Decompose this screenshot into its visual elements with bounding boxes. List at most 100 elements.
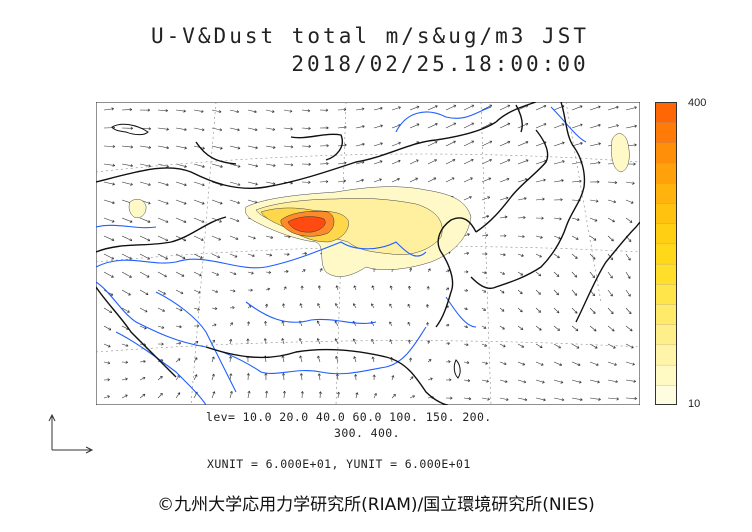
wind-arrow — [481, 233, 489, 237]
wind-arrow — [353, 303, 357, 309]
wind-arrow — [283, 163, 294, 167]
dust-plume — [128, 133, 630, 277]
wind-arrow — [371, 303, 375, 309]
wind-arrow — [535, 235, 543, 239]
wind-arrow — [336, 391, 341, 399]
wind-arrow — [121, 108, 133, 112]
wind-arrow — [211, 323, 217, 327]
wind-arrow — [229, 390, 233, 399]
wind-arrow — [157, 217, 169, 223]
wind-arrow — [535, 271, 542, 277]
wind-arrow — [247, 181, 258, 186]
wind-arrow — [103, 271, 114, 278]
wind-arrow — [157, 235, 169, 242]
wind-arrow — [193, 235, 204, 241]
colorbar-cell — [655, 102, 677, 123]
wind-arrow — [371, 338, 375, 345]
wind-arrow — [103, 235, 115, 242]
wind-arrow — [317, 285, 322, 291]
wind-arrow — [535, 216, 544, 220]
wind-arrow — [517, 122, 529, 129]
wind-arrow — [481, 361, 488, 365]
wind-arrow — [247, 145, 258, 150]
wind-arrow — [103, 325, 112, 331]
wind-arrow — [463, 307, 468, 311]
wind-arrow — [264, 320, 268, 327]
wind-arrow — [589, 361, 599, 366]
dust-wind-map — [96, 102, 640, 405]
wind-arrow — [211, 289, 219, 293]
map-timestamp: 2018/02/25.18:00:00 — [291, 52, 589, 76]
wind-arrow — [121, 181, 133, 186]
wind-arrow — [319, 126, 329, 130]
wind-arrow — [371, 356, 375, 363]
wind-arrow — [499, 196, 509, 201]
wind-arrow — [625, 217, 633, 223]
wind-arrow — [589, 397, 601, 401]
wind-arrow — [211, 391, 216, 399]
wind-arrow — [265, 181, 276, 186]
wind-arrow — [517, 379, 527, 384]
wind-arrow — [391, 394, 396, 399]
wind-arrow — [463, 397, 472, 401]
wind-arrow — [264, 373, 268, 381]
wind-arrow — [535, 104, 547, 111]
wind-arrow — [571, 235, 579, 240]
wind-arrow — [391, 141, 401, 147]
wind-arrow — [229, 235, 239, 240]
wind-arrow — [517, 271, 524, 276]
wind-arrow — [607, 361, 617, 366]
wind-arrow — [121, 271, 132, 278]
wind-arrow — [445, 342, 450, 346]
wind-arrow — [445, 323, 450, 327]
wind-arrow — [571, 397, 583, 402]
colorbar-min-label: 10 — [688, 398, 701, 410]
wind-arrow — [299, 303, 303, 309]
wind-arrow — [157, 392, 163, 399]
wind-arrow — [607, 343, 616, 349]
wind-arrow — [352, 338, 357, 345]
contour-levels-line1: lev= 10.0 20.0 40.0 60.0 100. 150. 200. — [206, 410, 492, 424]
wind-arrow — [625, 361, 635, 366]
wind-arrow — [301, 180, 311, 184]
wind-arrow — [281, 338, 285, 345]
copyright-credit: ©九州大学応用力学研究所(RIAM)/国立環境研究所(NIES) — [157, 495, 595, 515]
wind-arrow — [607, 217, 615, 223]
wind-arrow — [319, 108, 329, 112]
wind-arrow — [247, 235, 256, 240]
wind-arrow — [463, 270, 469, 274]
wind-arrow — [139, 359, 146, 364]
wind-arrow — [247, 127, 258, 132]
wind-arrow — [299, 373, 303, 381]
wind-arrow — [316, 320, 321, 327]
wind-arrow — [121, 235, 133, 242]
dust-contour-core — [287, 216, 326, 233]
wind-arrow — [354, 374, 358, 381]
wind-arrow — [409, 357, 413, 363]
wind-arrow — [247, 271, 254, 275]
wind-arrow — [553, 325, 561, 331]
wind-arrow — [427, 377, 433, 381]
wind-arrow — [193, 199, 205, 205]
wind-arrow — [121, 126, 134, 130]
wind-arrow — [355, 142, 365, 147]
wind-arrow — [193, 307, 200, 311]
wind-arrow — [463, 251, 470, 255]
wind-arrow — [463, 196, 472, 201]
wind-arrow — [499, 271, 505, 275]
wind-arrow — [625, 307, 632, 315]
wind-arrow — [229, 338, 233, 345]
wind-arrow — [389, 321, 393, 327]
wind-arrow — [571, 307, 578, 314]
wind-arrow — [553, 235, 561, 240]
wind-arrow — [175, 109, 186, 113]
wind-arrow — [589, 142, 601, 147]
wind-arrow — [175, 289, 184, 295]
wind-arrow — [373, 160, 383, 165]
wind-arrow — [175, 199, 187, 205]
wind-arrow — [337, 179, 347, 183]
wind-arrow — [319, 268, 323, 273]
wind-arrow — [139, 271, 150, 278]
wind-arrow — [463, 379, 471, 383]
wind-arrow — [282, 373, 286, 381]
